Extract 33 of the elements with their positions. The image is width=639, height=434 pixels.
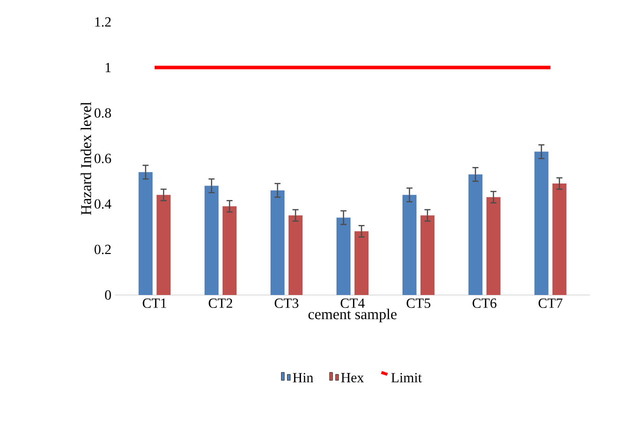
bar [204,186,219,295]
x-tick-label: CT6 [472,298,496,308]
bar [288,215,303,295]
legend-label: Hex [341,373,364,382]
y-tick-label: 0.2 [94,244,111,254]
y-tick-label: 1.2 [95,17,111,27]
bar [336,218,350,295]
bar [534,152,548,295]
y-tick-label: 0.6 [94,154,112,164]
legend-label: Limit [391,373,422,382]
bar [552,184,566,295]
y-tick-label: 1 [106,62,111,72]
y-tick-label: 0 [105,290,111,300]
bar [468,174,482,295]
y-tick-label: 0.4 [94,199,112,209]
x-tick-label: CT5 [406,298,430,308]
bar [138,172,153,295]
x-tick-label: CT7 [538,298,562,308]
bar [270,190,285,295]
legend-label: Hin [292,373,314,382]
x-tick-label: CT2 [208,298,232,308]
y-axis-title: Hazard Index level [80,102,92,215]
bar [420,215,434,295]
x-tick-label: CT1 [142,298,166,308]
bar [222,206,237,295]
x-tick-label: CT3 [274,298,298,308]
y-tick-label: 0.8 [94,108,111,118]
x-axis-title: cement sample [308,308,397,322]
x-tick-label: CT4 [340,298,365,308]
bar [402,194,416,295]
bar [156,194,171,295]
bar [486,197,500,295]
bar [354,231,368,295]
